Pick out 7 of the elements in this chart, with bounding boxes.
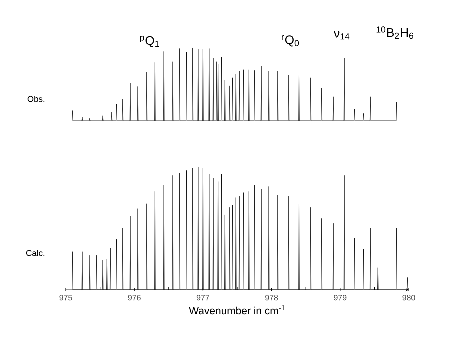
- text: $^{10}$B$_{2}$H$_{6}$: [376, 26, 414, 40]
- text: Obs.: [28, 96, 45, 102]
- text: ν$_{14}$: [334, 31, 350, 40]
- text: $^{p}$Q$_{1}$: [140, 36, 160, 48]
- text: $^{r}$Q$_{0}$: [282, 35, 300, 47]
- x-axis-title: Wavenumber in cm$^{-1}$: [189, 305, 286, 315]
- text: Calc.: [26, 250, 45, 256]
